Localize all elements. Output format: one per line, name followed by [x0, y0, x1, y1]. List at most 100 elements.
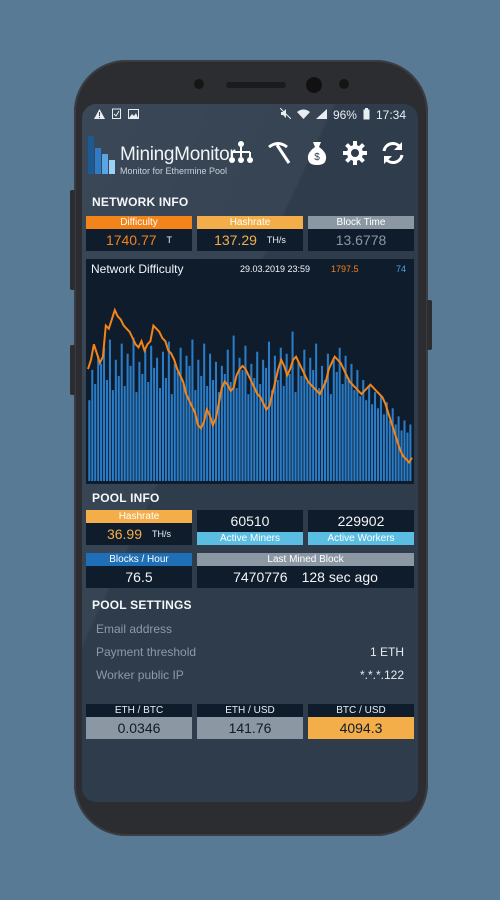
chart-bar [247, 394, 250, 481]
gear-icon[interactable] [342, 140, 368, 166]
sensor [339, 79, 349, 89]
chart-bar [123, 386, 126, 481]
email-label: Email address [96, 622, 173, 636]
worker-ip-value: *.*.*.122 [359, 668, 404, 682]
chart-bar [406, 432, 409, 481]
network-tree-icon[interactable] [228, 140, 254, 166]
wifi-icon [296, 108, 310, 122]
warning-icon [94, 108, 105, 122]
eth-btc-value: 0.0346 [86, 717, 192, 739]
clock: 17:34 [375, 108, 406, 122]
chart-plot [87, 307, 413, 481]
chart-bar [100, 363, 103, 481]
chart-bar [382, 414, 385, 481]
chart-bar [300, 375, 303, 481]
chart-bar [368, 386, 371, 481]
pickaxe-icon[interactable] [266, 140, 292, 166]
block-time-stat: Block Time 13.6778 [308, 216, 414, 251]
network-difficulty-chart[interactable]: Network Difficulty 29.03.2019 23:59 1797… [86, 259, 414, 484]
battery-icon [363, 107, 370, 123]
chart-bar [259, 384, 262, 481]
chart-bar [329, 394, 332, 481]
active-miners-label: Active Miners [197, 532, 303, 545]
chart-bar [226, 349, 229, 481]
chart-bar [256, 351, 259, 481]
sensor [194, 79, 204, 89]
chart-bar [185, 355, 188, 481]
eth-btc-price: ETH / BTC 0.0346 [86, 704, 192, 739]
pool-hashrate-unit: TH/s [152, 529, 172, 539]
chart-bar [206, 386, 209, 481]
svg-text:$: $ [314, 152, 320, 163]
hashrate-unit: TH/s [266, 235, 286, 245]
chart-bar [241, 369, 244, 481]
chart-bar [117, 375, 120, 481]
payment-threshold-row[interactable]: Payment threshold 1 ETH [96, 645, 404, 659]
eth-usd-price: ETH / USD 141.76 [197, 704, 303, 739]
chart-bar [362, 380, 365, 481]
btc-usd-label: BTC / USD [308, 704, 414, 717]
chart-value-difficulty: 1797.5 [331, 264, 359, 274]
eth-usd-label: ETH / USD [197, 704, 303, 717]
last-mined-label: Last Mined Block [197, 553, 414, 566]
bixby-button [70, 345, 75, 395]
active-workers-stat: 229902 Active Workers [308, 510, 414, 545]
money-bag-icon[interactable]: $ [304, 140, 330, 166]
block-time-label: Block Time [308, 216, 414, 229]
chart-bar [385, 402, 388, 481]
chart-bar [114, 359, 117, 481]
chart-bar [120, 343, 123, 481]
btc-usd-price: BTC / USD 4094.3 [308, 704, 414, 739]
chart-bar [306, 382, 309, 481]
chart-value-blocks: 74 [396, 264, 407, 274]
chart-bar [318, 388, 321, 481]
chart-bar [365, 400, 368, 481]
worker-ip-label: Worker public IP [96, 668, 184, 682]
chart-bar [191, 339, 194, 481]
app-screen: 96% 17:34 MiningMonitor Monitor for Ethe… [82, 104, 418, 802]
pool-info-title: POOL INFO [92, 491, 160, 505]
last-mined-block: 7470776 [233, 569, 288, 585]
mute-icon [279, 107, 292, 122]
chart-bar [267, 341, 271, 481]
hashrate-stat: Hashrate 137.29 TH/s [197, 216, 303, 251]
chart-bar [91, 369, 94, 481]
chart-bar [303, 349, 306, 481]
chart-bar [194, 390, 197, 481]
chart-bar [279, 347, 282, 481]
pool-settings-title: POOL SETTINGS [92, 598, 192, 612]
worker-ip-row[interactable]: Worker public IP *.*.*.122 [96, 668, 404, 682]
app-header: MiningMonitor Monitor for Ethermine Pool… [88, 134, 412, 186]
chart-bar [374, 392, 377, 481]
app-logo-icon [88, 136, 116, 174]
chart-bar [212, 380, 215, 481]
chart-bar [394, 424, 397, 481]
difficulty-value: 1740.77 [105, 232, 157, 248]
chart-bar [323, 380, 326, 481]
chart-bar [320, 365, 324, 481]
chart-bar [291, 331, 294, 481]
email-row[interactable]: Email address [96, 622, 404, 636]
chart-bar [350, 363, 353, 481]
chart-bar [341, 384, 344, 481]
chart-bar [285, 353, 288, 481]
chart-bar [397, 416, 400, 481]
chart-bar [403, 420, 406, 481]
chart-bar [276, 380, 279, 481]
chart-bar [282, 386, 285, 481]
chart-bar [338, 347, 341, 481]
chart-bar [353, 390, 356, 481]
chart-bar [141, 373, 144, 481]
chart-bar [161, 351, 164, 481]
chart-bar [144, 349, 147, 481]
chart-bar [170, 394, 173, 481]
refresh-icon[interactable] [380, 140, 406, 166]
chart-bar [105, 380, 109, 481]
chart-bar [379, 396, 382, 481]
hashrate-value: 137.29 [214, 232, 257, 248]
chart-bar [238, 357, 241, 481]
chart-bar [150, 345, 153, 481]
chart-bar [315, 343, 318, 481]
chart-bar [250, 363, 253, 481]
chart-date: 29.03.2019 23:59 [240, 264, 311, 274]
